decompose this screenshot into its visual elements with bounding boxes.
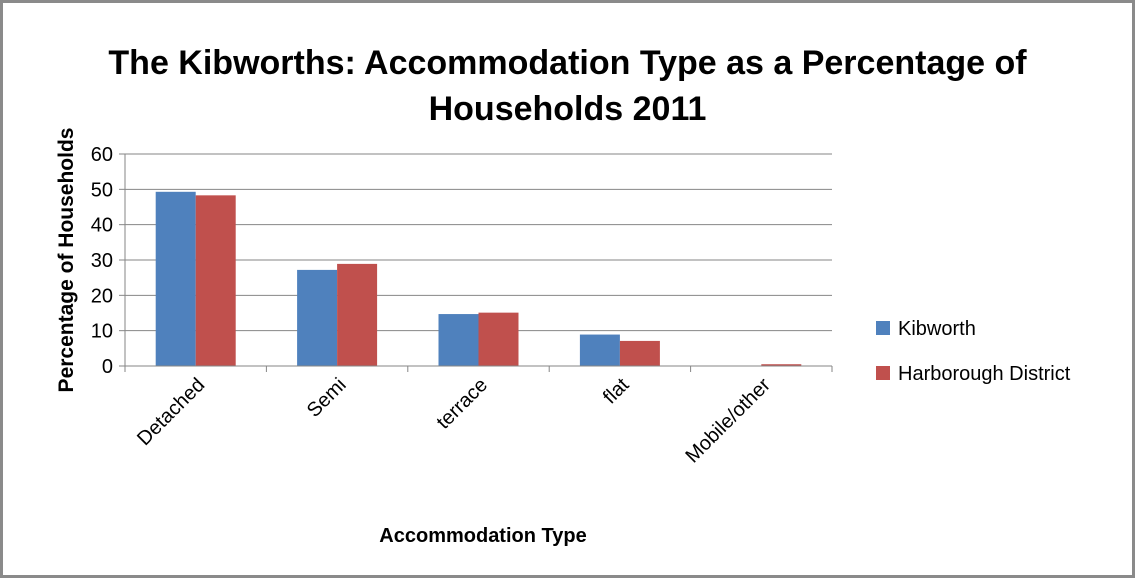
- y-tick-label: 0: [102, 356, 113, 378]
- y-tick-label: 50: [91, 179, 113, 201]
- bar: [438, 314, 479, 366]
- y-tick-label: 30: [91, 250, 113, 272]
- bar: [761, 364, 802, 366]
- legend: Kibworth Harborough District: [876, 318, 1071, 385]
- y-axis-label: Percentage of Households: [55, 128, 78, 393]
- x-tick-labels: Detached Semi terrace flat Mobile/other: [133, 374, 775, 468]
- y-tick-label: 60: [91, 144, 113, 166]
- y-tick-label: 10: [91, 321, 113, 343]
- y-tick-label: 20: [91, 285, 113, 307]
- x-tick-label: terrace: [432, 374, 492, 434]
- y-tick-label: 40: [91, 215, 113, 237]
- x-tick-label: Detached: [133, 374, 209, 450]
- bar: [337, 263, 378, 366]
- x-tick-label: Semi: [303, 374, 351, 422]
- bar: [478, 312, 519, 366]
- x-tick-label: flat: [599, 374, 634, 409]
- gridlines: [125, 153, 832, 332]
- legend-swatch: [876, 321, 890, 335]
- bar: [579, 334, 620, 366]
- bar: [155, 191, 196, 366]
- x-axis-label: Accommodation Type: [379, 525, 586, 547]
- legend-swatch: [876, 366, 890, 380]
- chart-title-line-2: Households 2011: [428, 90, 707, 128]
- bar: [297, 269, 338, 366]
- legend-label: Harborough District: [898, 363, 1071, 385]
- bar: [195, 195, 236, 366]
- chart-title: The Kibworths: Accommodation Type as a P…: [0, 40, 1135, 132]
- x-tick-label: Mobile/other: [681, 374, 775, 468]
- chart-title-line-1: The Kibworths: Accommodation Type as a P…: [108, 44, 1027, 82]
- bar: [619, 340, 660, 366]
- legend-label: Kibworth: [898, 318, 976, 340]
- axes: [119, 153, 833, 372]
- bars: [155, 191, 802, 366]
- y-tick-labels: 0 10 20 30 40 50 60: [91, 144, 113, 378]
